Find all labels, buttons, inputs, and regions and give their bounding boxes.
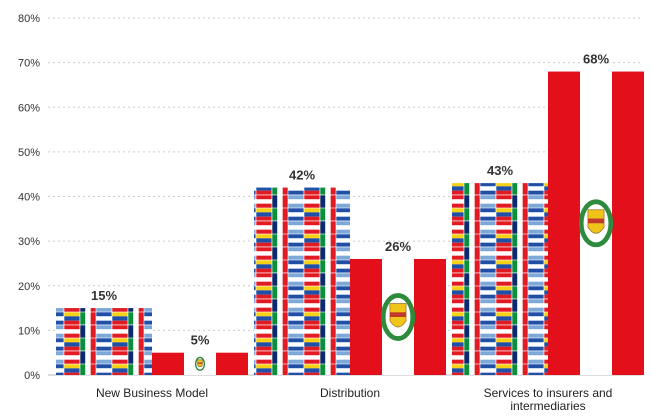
bar	[152, 352, 248, 375]
bar	[254, 187, 350, 375]
y-tick-label: 60%	[18, 102, 40, 114]
bar	[548, 71, 644, 376]
data-label: 43%	[487, 163, 513, 178]
y-tick-label: 80%	[18, 13, 40, 25]
data-label: 5%	[191, 333, 210, 348]
y-tick-label: 50%	[18, 147, 40, 159]
coat-of-arms-icon	[194, 356, 206, 371]
data-label: 26%	[385, 239, 411, 254]
bar	[350, 258, 446, 375]
data-label: 42%	[289, 168, 315, 183]
bar	[56, 308, 152, 375]
x-tick-label: Distribution	[320, 386, 380, 400]
y-tick-label: 40%	[18, 192, 40, 204]
y-tick-label: 30%	[18, 236, 40, 248]
data-label: 68%	[583, 52, 609, 67]
y-tick-label: 70%	[18, 58, 40, 70]
y-tick-label: 0%	[24, 370, 40, 382]
x-tick-label: Services to insurers and	[484, 386, 613, 400]
coat-of-arms-icon	[380, 293, 416, 341]
bar	[452, 183, 548, 375]
x-tick-label: intermediaries	[510, 399, 585, 413]
x-tick-label: New Business Model	[96, 386, 208, 400]
y-tick-label: 20%	[18, 281, 40, 293]
data-label: 15%	[91, 288, 117, 303]
coat-of-arms-icon	[578, 199, 614, 248]
y-tick-label: 10%	[18, 325, 40, 337]
